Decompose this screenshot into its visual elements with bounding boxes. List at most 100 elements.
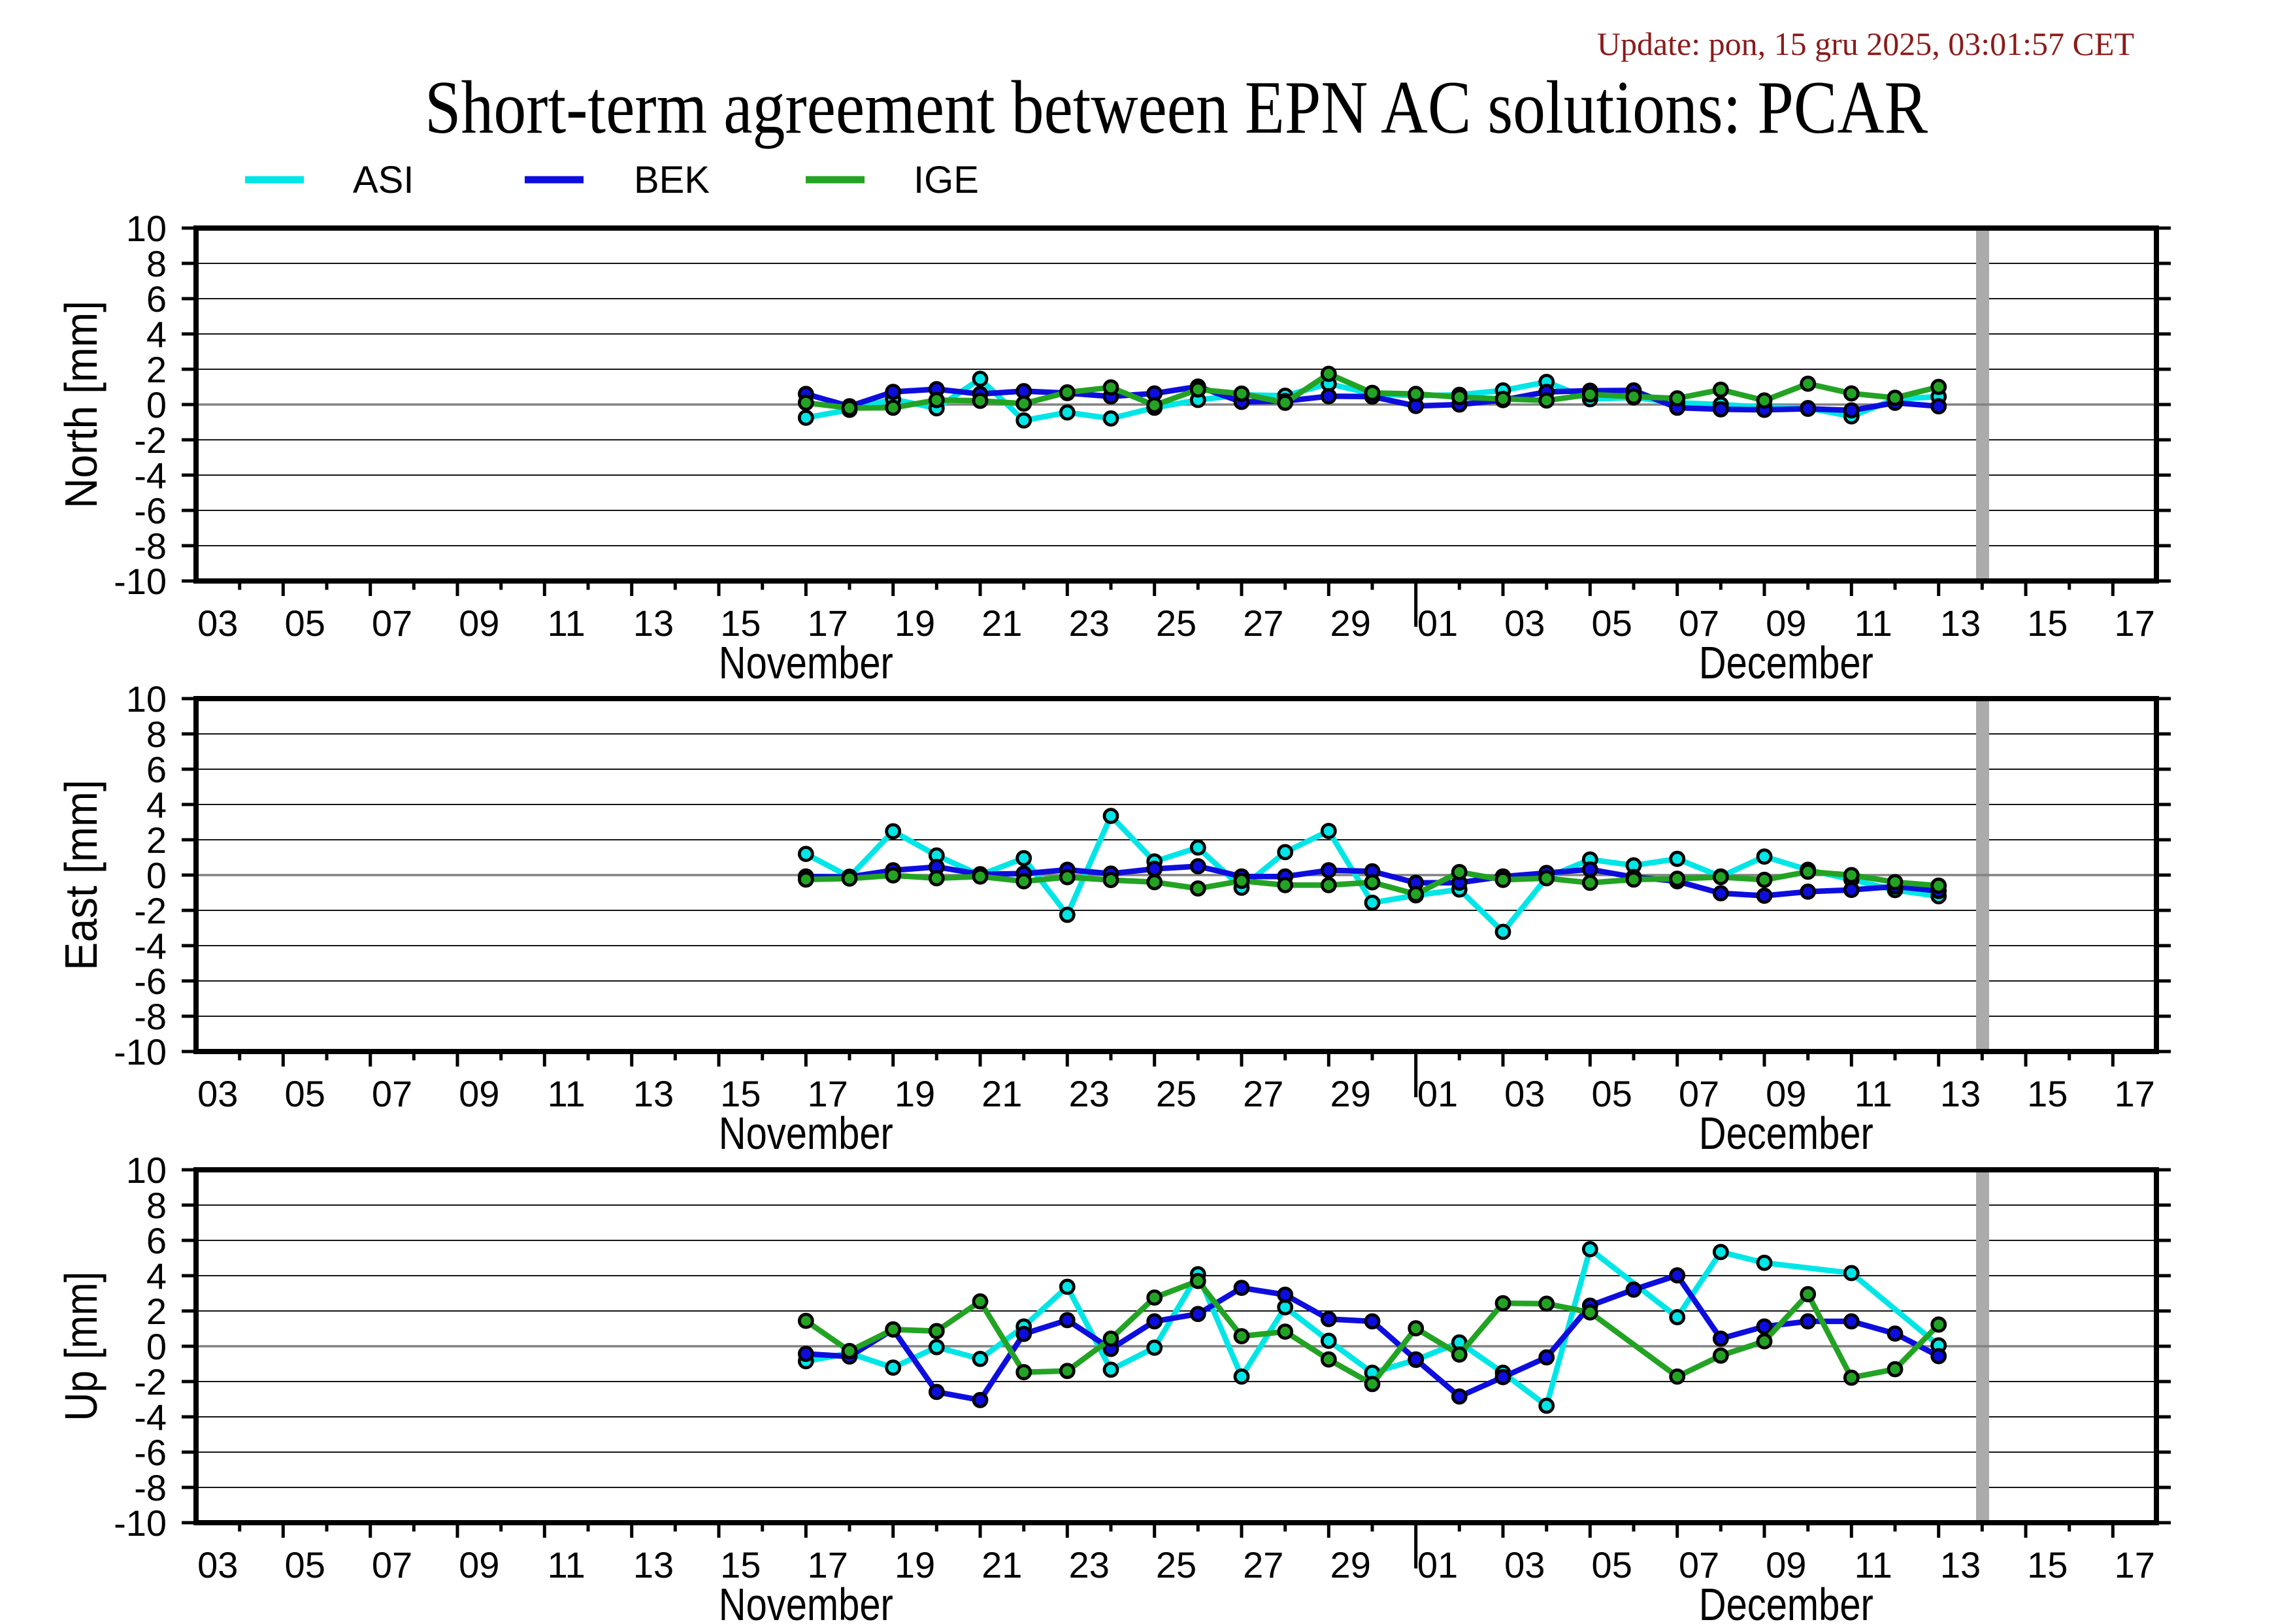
svg-text:17: 17 [808, 603, 848, 644]
svg-text:09: 09 [1766, 1073, 1806, 1114]
svg-text:03: 03 [197, 603, 238, 644]
svg-text:03: 03 [1504, 1073, 1545, 1114]
svg-text:07: 07 [372, 1544, 412, 1585]
svg-text:11: 11 [548, 1544, 586, 1585]
svg-text:29: 29 [1330, 603, 1371, 644]
svg-text:03: 03 [197, 1073, 238, 1114]
svg-text:27: 27 [1243, 603, 1283, 644]
svg-text:-10: -10 [114, 1031, 167, 1072]
svg-text:-4: -4 [134, 925, 167, 967]
svg-text:2: 2 [146, 349, 167, 390]
svg-text:05: 05 [285, 603, 325, 644]
svg-text:05: 05 [1592, 1544, 1632, 1585]
svg-text:0: 0 [146, 384, 167, 425]
svg-text:09: 09 [459, 603, 499, 644]
svg-text:2: 2 [146, 1291, 167, 1332]
svg-text:BEK: BEK [634, 159, 710, 201]
svg-text:27: 27 [1243, 1073, 1283, 1114]
svg-text:Up [mm]: Up [mm] [56, 1272, 107, 1421]
svg-text:November: November [719, 1579, 893, 1621]
svg-text:17: 17 [2115, 1544, 2155, 1585]
svg-text:-2: -2 [134, 420, 167, 461]
svg-text:8: 8 [146, 1185, 167, 1226]
svg-text:05: 05 [1592, 1073, 1632, 1114]
svg-text:19: 19 [895, 603, 935, 644]
svg-text:13: 13 [633, 603, 674, 644]
svg-text:17: 17 [808, 1073, 848, 1114]
svg-text:December: December [1699, 1108, 1873, 1159]
svg-text:6: 6 [146, 749, 167, 790]
svg-text:-2: -2 [134, 890, 167, 931]
svg-text:-8: -8 [134, 1467, 167, 1508]
svg-text:07: 07 [372, 1073, 412, 1114]
svg-text:23: 23 [1069, 603, 1110, 644]
svg-text:15: 15 [720, 1073, 761, 1114]
svg-text:15: 15 [720, 603, 761, 644]
svg-text:07: 07 [1679, 1544, 1719, 1585]
svg-text:-4: -4 [134, 455, 167, 496]
svg-text:25: 25 [1156, 1544, 1196, 1585]
svg-text:13: 13 [1940, 1544, 1981, 1585]
svg-text:13: 13 [1940, 603, 1981, 644]
svg-text:21: 21 [982, 1073, 1022, 1114]
svg-text:North [mm]: North [mm] [56, 301, 107, 508]
svg-text:11: 11 [1855, 603, 1892, 644]
svg-text:17: 17 [2115, 603, 2155, 644]
svg-text:6: 6 [146, 1220, 167, 1261]
svg-text:11: 11 [548, 1073, 586, 1114]
svg-text:0: 0 [146, 855, 167, 896]
svg-text:03: 03 [197, 1544, 238, 1585]
svg-text:December: December [1699, 637, 1873, 688]
svg-text:December: December [1699, 1579, 1873, 1621]
svg-text:IGE: IGE [914, 159, 979, 201]
svg-text:09: 09 [459, 1073, 499, 1114]
svg-text:23: 23 [1069, 1073, 1110, 1114]
svg-text:15: 15 [2027, 603, 2068, 644]
svg-text:19: 19 [895, 1073, 935, 1114]
svg-text:21: 21 [982, 1544, 1022, 1585]
svg-text:07: 07 [1679, 603, 1719, 644]
svg-text:November: November [719, 637, 893, 688]
svg-text:05: 05 [285, 1544, 325, 1585]
svg-text:19: 19 [895, 1544, 935, 1585]
svg-text:13: 13 [633, 1073, 674, 1114]
svg-text:11: 11 [1855, 1073, 1892, 1114]
svg-text:29: 29 [1330, 1544, 1371, 1585]
svg-text:25: 25 [1156, 603, 1196, 644]
svg-text:07: 07 [1679, 1073, 1719, 1114]
svg-text:-4: -4 [134, 1397, 167, 1438]
svg-text:-8: -8 [134, 996, 167, 1037]
svg-text:6: 6 [146, 278, 167, 320]
svg-text:05: 05 [285, 1073, 325, 1114]
svg-text:01: 01 [1417, 1544, 1458, 1585]
svg-text:15: 15 [2027, 1544, 2068, 1585]
svg-text:17: 17 [808, 1544, 848, 1585]
svg-text:17: 17 [2115, 1073, 2155, 1114]
svg-text:15: 15 [720, 1544, 761, 1585]
svg-text:23: 23 [1069, 1544, 1110, 1585]
svg-text:-8: -8 [134, 525, 167, 567]
svg-text:-6: -6 [134, 490, 167, 531]
svg-text:21: 21 [982, 603, 1022, 644]
svg-text:03: 03 [1504, 1544, 1545, 1585]
svg-text:13: 13 [633, 1544, 674, 1585]
svg-text:4: 4 [146, 784, 167, 825]
svg-text:25: 25 [1156, 1073, 1196, 1114]
svg-text:10: 10 [126, 678, 167, 720]
svg-text:-10: -10 [114, 1502, 167, 1544]
svg-text:-2: -2 [134, 1361, 167, 1402]
svg-text:Update: pon, 15 gru 2025, 03:0: Update: pon, 15 gru 2025, 03:01:57 CET [1597, 25, 2134, 62]
svg-text:10: 10 [126, 208, 167, 249]
svg-text:07: 07 [372, 603, 412, 644]
svg-text:09: 09 [1766, 603, 1806, 644]
svg-text:East [mm]: East [mm] [56, 780, 107, 970]
svg-text:4: 4 [146, 314, 167, 355]
svg-text:09: 09 [459, 1544, 499, 1585]
svg-text:Short-term agreement between E: Short-term agreement between EPN AC solu… [425, 66, 1928, 150]
svg-text:11: 11 [1855, 1544, 1892, 1585]
svg-text:27: 27 [1243, 1544, 1283, 1585]
svg-text:November: November [719, 1108, 893, 1159]
svg-text:05: 05 [1592, 603, 1632, 644]
svg-text:11: 11 [548, 603, 586, 644]
svg-text:-6: -6 [134, 1432, 167, 1473]
